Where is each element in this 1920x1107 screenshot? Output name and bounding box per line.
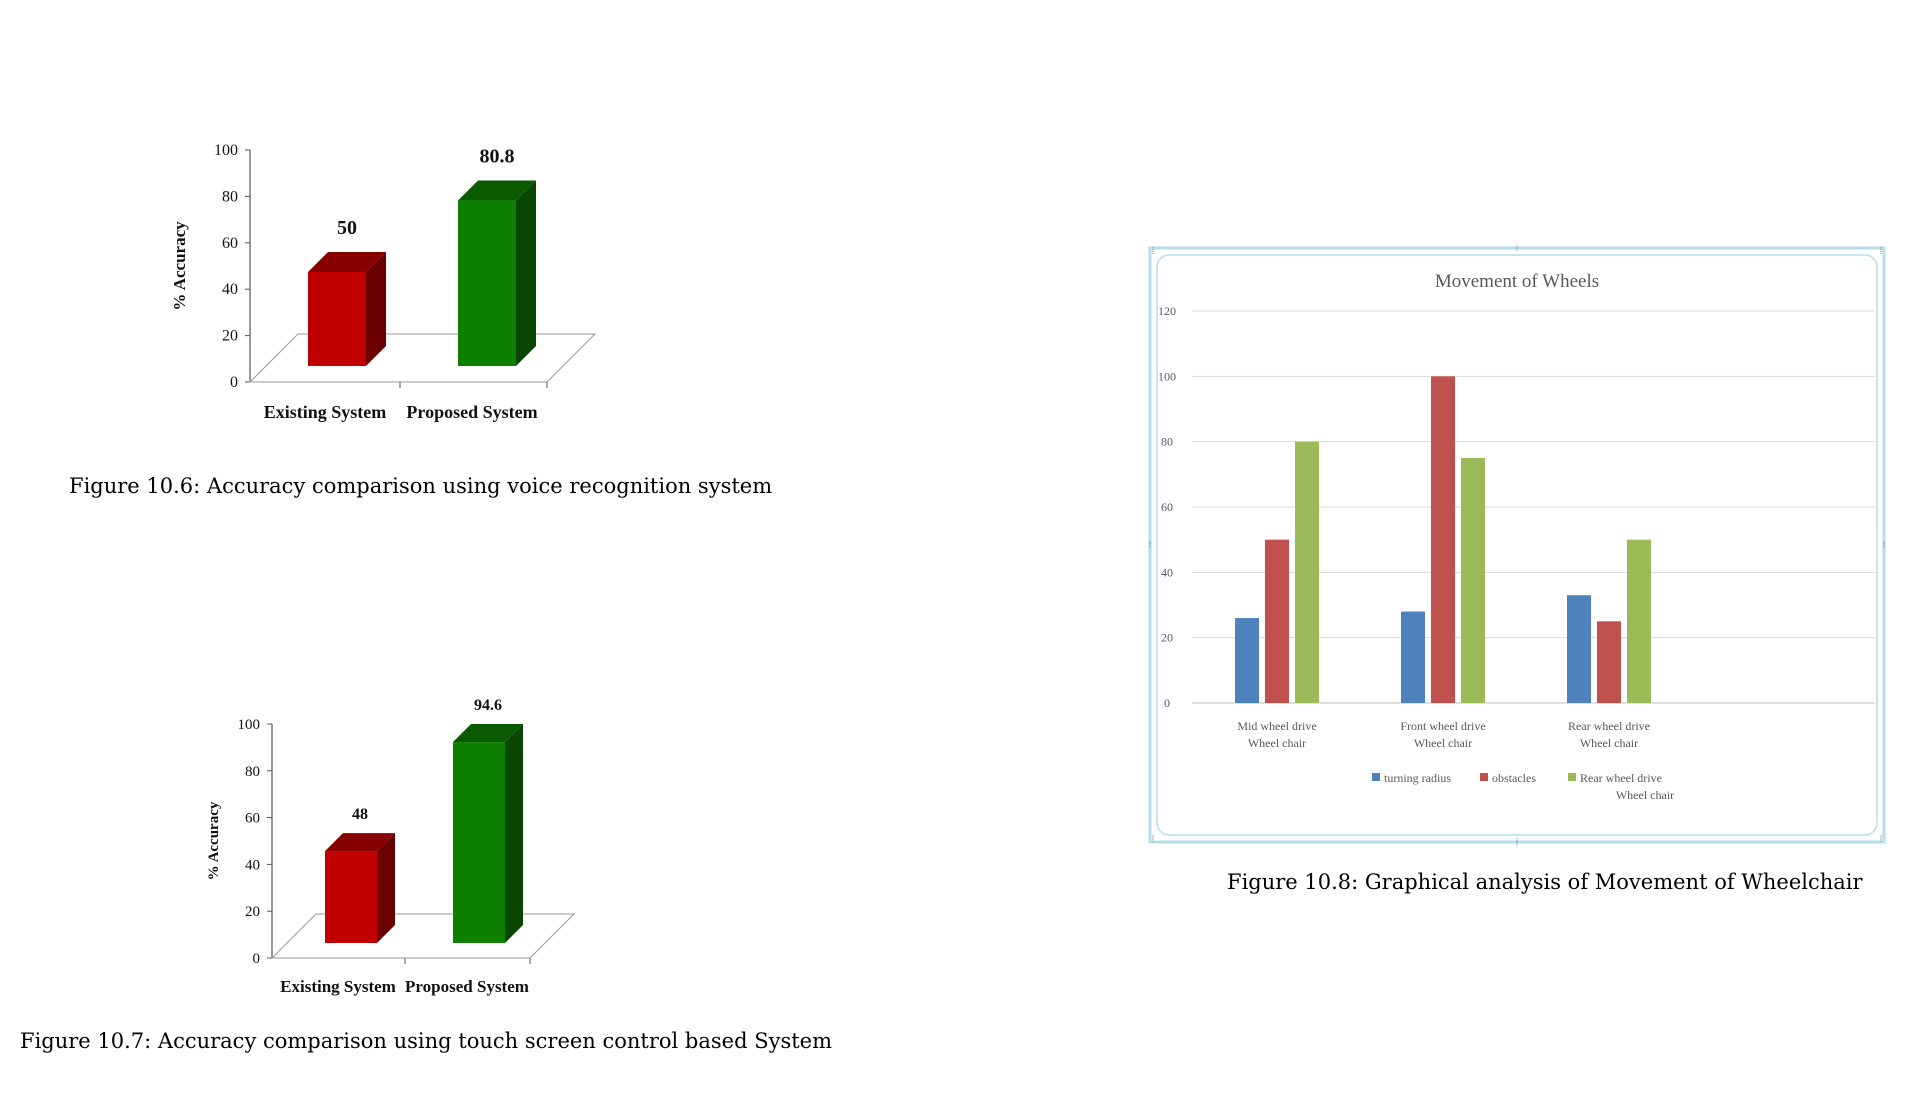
- data-label-0: 50: [337, 217, 357, 239]
- category-label-1-0: Front wheel drive: [1400, 719, 1485, 733]
- resize-handle-6: ⁞: [1149, 540, 1152, 551]
- category-label-0: Existing System: [264, 402, 387, 422]
- y-axis-label: % Accuracy: [206, 801, 222, 880]
- bar-0: [325, 851, 377, 943]
- bar-1: [453, 742, 505, 943]
- y-tick-label-1: 20: [222, 328, 238, 345]
- bar-side-0: [377, 833, 395, 943]
- legend-label-1-0: obstacles: [1492, 771, 1536, 785]
- figure-10-7-caption: Figure 10.7: Accuracy comparison using t…: [20, 1029, 833, 1053]
- bar-top-0: [325, 833, 395, 852]
- bar-0: [308, 272, 366, 366]
- bar-0-1: [1401, 611, 1425, 703]
- bar-top-1: [458, 180, 536, 201]
- bar-side-1: [505, 724, 523, 943]
- category-label-2-0: Rear wheel drive: [1568, 719, 1650, 733]
- figure-10-8-caption: Figure 10.8: Graphical analysis of Movem…: [1227, 870, 1863, 894]
- bar-top-0: [308, 252, 386, 272]
- data-label-1: 94.6: [474, 697, 502, 714]
- movement-of-wheels-chart: ⁞ ⁞ ⁞ ⁞ ⁞ ⁞ ⁞ ⁞ Movement of Wheels 0 20 40 60 80 100 12…: [1148, 245, 1886, 845]
- bar-1-2: [1597, 621, 1621, 703]
- y-axis-label: % Accuracy: [170, 221, 189, 311]
- y-tick-label-0: 0: [230, 374, 238, 391]
- y-tick-label-0: 0: [253, 951, 261, 967]
- accuracy-chart-touch: 0 20 40 60 80 100 % Accuracy 48 Existing System 9…: [206, 697, 576, 996]
- category-label-1: Proposed System: [405, 977, 529, 996]
- resize-handle-0: ⁞: [1152, 246, 1155, 257]
- y-tick-label-2: 40: [222, 281, 238, 298]
- category-label-1: Proposed System: [406, 402, 537, 422]
- legend-swatch-2: [1568, 773, 1576, 781]
- chart-title: Movement of Wheels: [1435, 271, 1599, 292]
- category-label-0: Existing System: [280, 977, 396, 996]
- category-label-1-1: Wheel chair: [1414, 736, 1472, 750]
- y-tick-label-2: 40: [1161, 565, 1173, 579]
- y-tick-label-5: 100: [214, 142, 238, 159]
- bar-side-1: [516, 180, 536, 366]
- data-label-0: 48: [352, 806, 368, 823]
- bar-1: [458, 200, 516, 366]
- resize-handle-4: ⁞: [1516, 245, 1519, 254]
- bar-0-0: [1235, 618, 1259, 703]
- data-label-1: 80.8: [480, 146, 515, 168]
- y-tick-label-3: 60: [245, 811, 260, 827]
- y-tick-label-3: 60: [222, 235, 238, 252]
- resize-handle-3: ⁞: [1880, 834, 1883, 845]
- resize-handle-7: ⁞: [1883, 540, 1886, 551]
- bar-top-1: [453, 724, 523, 743]
- y-tick-label-0: 0: [1164, 696, 1170, 710]
- y-tick-label-6: 120: [1158, 304, 1176, 318]
- y-tick-label-4: 80: [245, 764, 260, 780]
- resize-handle-5: ⁞: [1516, 837, 1519, 845]
- bar-2-2: [1627, 539, 1651, 703]
- y-tick-label-1: 20: [1161, 631, 1173, 645]
- resize-handle-2: ⁞: [1152, 834, 1155, 845]
- floor-plane: [270, 913, 576, 959]
- bar-2-0: [1295, 441, 1319, 703]
- legend-swatch-0: [1372, 773, 1380, 781]
- bar-2-1: [1461, 458, 1485, 703]
- legend-swatch-1: [1480, 773, 1488, 781]
- y-tick-label-5: 100: [238, 717, 261, 733]
- y-tick-label-3: 60: [1161, 500, 1173, 514]
- legend-label-2-1: Wheel chair: [1616, 788, 1674, 802]
- floor-plane: [248, 333, 597, 383]
- bar-0-2: [1567, 595, 1591, 703]
- y-tick-label-4: 80: [222, 188, 238, 205]
- y-tick-label-5: 100: [1158, 369, 1176, 383]
- figure-10-6-caption: Figure 10.6: Accuracy comparison using v…: [69, 474, 773, 498]
- bar-side-0: [366, 252, 386, 366]
- bar-1-1: [1431, 376, 1455, 703]
- category-label-0-1: Wheel chair: [1248, 736, 1306, 750]
- resize-handle-1: ⁞: [1880, 246, 1883, 257]
- y-tick-label-4: 80: [1161, 435, 1173, 449]
- category-label-0-0: Mid wheel drive: [1237, 719, 1316, 733]
- bar-1-0: [1265, 539, 1289, 703]
- category-label-2-1: Wheel chair: [1580, 736, 1638, 750]
- legend-label-2-0: Rear wheel drive: [1580, 771, 1662, 785]
- accuracy-chart-voice: 0 20 40 60 80 100 % Accuracy 50 Existing System 8…: [170, 142, 597, 422]
- chart-frame-inner: [1156, 254, 1878, 836]
- y-tick-label-1: 20: [245, 904, 260, 920]
- y-tick-label-2: 40: [245, 857, 260, 873]
- legend-label-0-0: turning radius: [1384, 771, 1451, 785]
